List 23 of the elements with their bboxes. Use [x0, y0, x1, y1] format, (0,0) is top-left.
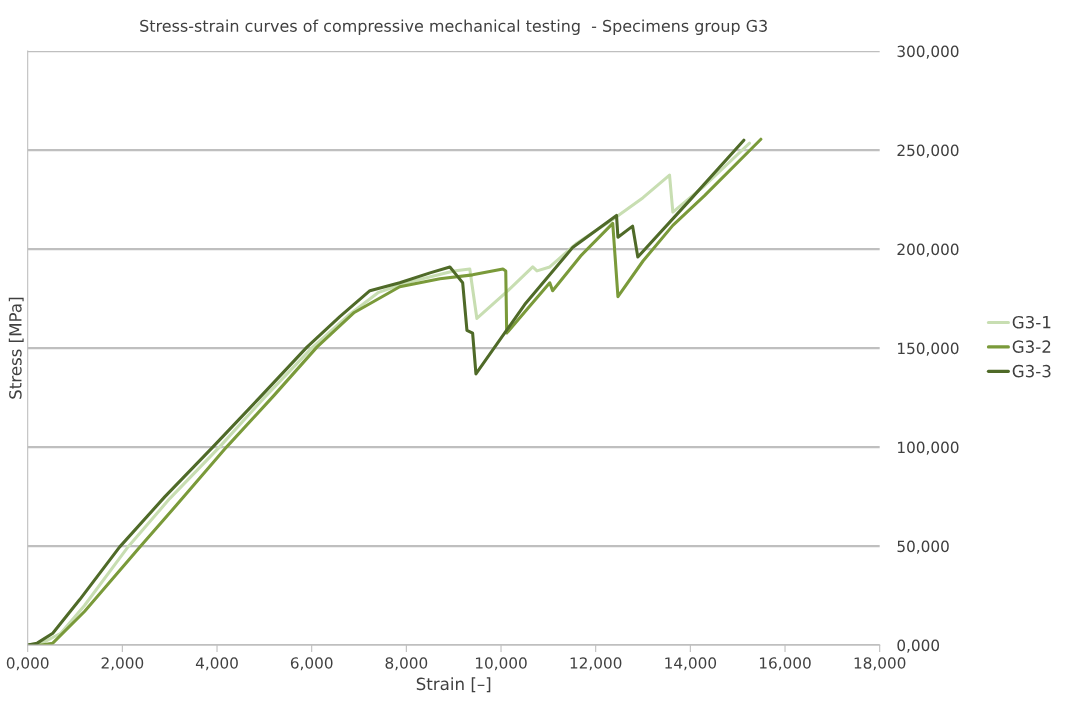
chart-title: Stress-strain curves of compressive mechanical testing - Specimens group G3 [140, 19, 767, 35]
y-tick-label: 0,000 [897, 639, 940, 653]
y-tick-label: 150,000 [898, 342, 959, 356]
x-tick-label: 6,000 [290, 657, 333, 671]
x-tick-label: 2,000 [101, 657, 144, 671]
x-tick-label: 18,000 [854, 657, 906, 671]
y-tick-label: 300,000 [897, 45, 959, 59]
y-tick-label: 50,000 [897, 540, 949, 554]
x-tick-label: 0,000 [6, 657, 49, 671]
x-tick-label: 10,000 [475, 657, 527, 671]
y-axis-title: Stress [MPa] [8, 297, 24, 399]
legend-label: G3-1 [1012, 315, 1051, 329]
x-tick-label: 12,000 [570, 657, 622, 671]
y-tick-label: 250,000 [897, 144, 959, 158]
x-tick-label: 8,000 [385, 657, 428, 671]
legend-label: G3-3 [1012, 364, 1051, 378]
y-tick-label: 100,000 [898, 441, 959, 455]
x-tick-label: 16,000 [759, 657, 811, 671]
x-axis-title: Strain [–] [416, 677, 491, 693]
legend-label: G3-2 [1012, 340, 1051, 353]
x-tick-label: 4,000 [195, 657, 238, 671]
x-tick-label: 14,000 [665, 657, 717, 671]
y-tick-label: 200,000 [897, 243, 959, 257]
